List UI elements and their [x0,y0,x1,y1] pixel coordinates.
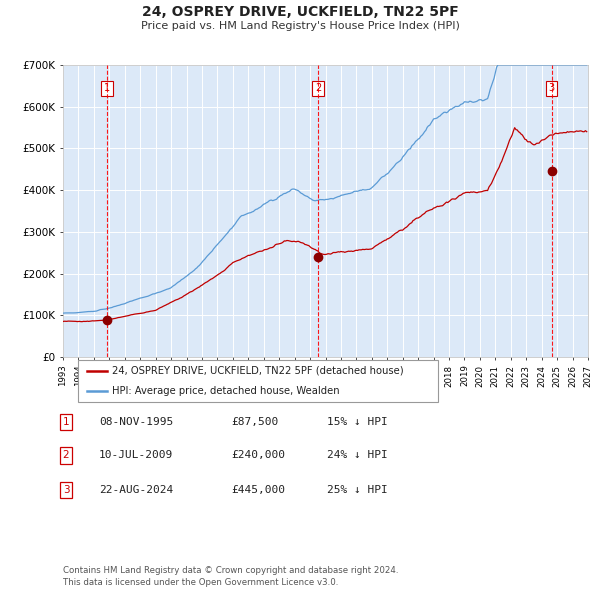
Text: £240,000: £240,000 [231,451,285,460]
Text: 10-JUL-2009: 10-JUL-2009 [99,451,173,460]
Text: 24% ↓ HPI: 24% ↓ HPI [327,451,388,460]
FancyBboxPatch shape [78,360,438,402]
Text: £445,000: £445,000 [231,485,285,494]
Text: 3: 3 [548,83,554,93]
Text: Contains HM Land Registry data © Crown copyright and database right 2024.
This d: Contains HM Land Registry data © Crown c… [63,566,398,587]
Text: 1: 1 [62,417,70,427]
Text: 08-NOV-1995: 08-NOV-1995 [99,417,173,427]
Text: 25% ↓ HPI: 25% ↓ HPI [327,485,388,494]
Text: £87,500: £87,500 [231,417,278,427]
Text: 2: 2 [62,451,70,460]
Text: Price paid vs. HM Land Registry's House Price Index (HPI): Price paid vs. HM Land Registry's House … [140,21,460,31]
Text: 24, OSPREY DRIVE, UCKFIELD, TN22 5PF (detached house): 24, OSPREY DRIVE, UCKFIELD, TN22 5PF (de… [112,366,404,376]
Text: HPI: Average price, detached house, Wealden: HPI: Average price, detached house, Weal… [112,386,340,396]
Text: 22-AUG-2024: 22-AUG-2024 [99,485,173,494]
Text: 24, OSPREY DRIVE, UCKFIELD, TN22 5PF: 24, OSPREY DRIVE, UCKFIELD, TN22 5PF [142,5,458,19]
Text: 15% ↓ HPI: 15% ↓ HPI [327,417,388,427]
Text: 1: 1 [104,83,110,93]
Text: 2: 2 [315,83,322,93]
Text: 3: 3 [62,485,70,494]
